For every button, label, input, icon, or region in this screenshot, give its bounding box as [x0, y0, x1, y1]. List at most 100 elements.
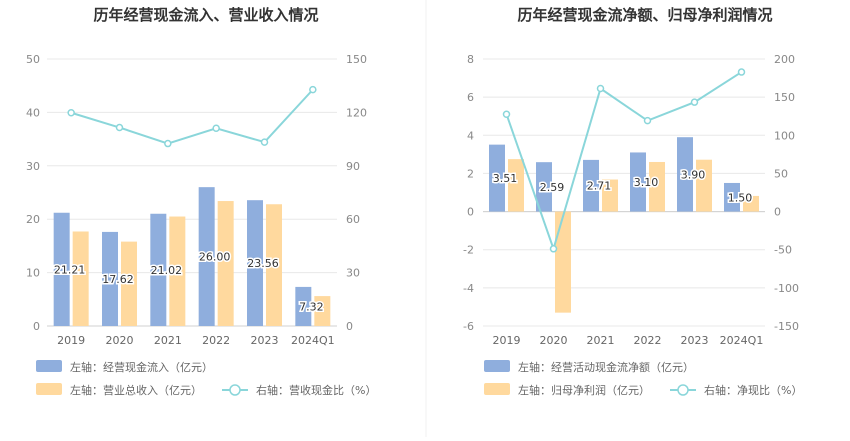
bar — [247, 200, 263, 326]
x-tick-label: 2021 — [154, 334, 182, 347]
line-point — [212, 124, 220, 132]
x-tick-label: 2023 — [681, 334, 709, 347]
y-left-tick-label: 40 — [26, 106, 40, 119]
line-point — [309, 85, 317, 94]
x-tick-label: 2023 — [251, 334, 279, 347]
bar — [295, 286, 312, 326]
legend-swatch — [36, 383, 62, 395]
y-right-tick-label: 0 — [774, 206, 781, 219]
bar-data-label: 21.21 — [54, 263, 86, 276]
chart-title: 历年经营现金流净额、归母净利润情况 — [517, 6, 772, 24]
chart-title: 历年经营现金流入、营业收入情况 — [93, 6, 318, 24]
legend-line-marker — [229, 384, 241, 396]
series-line — [70, 88, 314, 145]
bar-data-label: 21.02 — [151, 264, 183, 277]
x-tick-label: 2022 — [634, 334, 662, 347]
y-left-tick-label: -2 — [463, 244, 474, 257]
bar-data-label: 2.59 — [540, 181, 565, 194]
bar — [536, 162, 552, 212]
bar — [198, 187, 215, 326]
line-point — [549, 245, 558, 253]
y-right-tick-label: 100 — [774, 129, 795, 142]
legend-line-marker — [677, 384, 689, 396]
bar — [602, 179, 618, 212]
legend-label: 左轴：经营现金流入（亿元） — [70, 360, 213, 374]
y-right-tick-label: 150 — [774, 91, 795, 104]
bar — [630, 152, 646, 212]
y-left-tick-label: 4 — [467, 129, 474, 142]
bar — [266, 204, 282, 326]
bar — [489, 144, 505, 212]
y-left-tick-label: 10 — [26, 267, 40, 280]
series-line — [505, 71, 743, 253]
legend-label: 左轴：营业总收入（亿元） — [70, 383, 202, 397]
bar-data-label: 2.71 — [587, 180, 612, 193]
y-right-tick-label: -50 — [774, 244, 792, 257]
line-point — [737, 68, 746, 76]
bar-data-label: 7.32 — [299, 300, 324, 313]
y-left-tick-label: 2 — [467, 167, 474, 180]
x-tick-label: 2022 — [202, 334, 230, 347]
y-left-tick-label: 8 — [467, 53, 474, 66]
bar — [169, 216, 186, 326]
y-right-tick-label: 0 — [346, 320, 353, 333]
bar — [508, 159, 524, 212]
y-right-tick-label: 60 — [346, 213, 360, 226]
bar-data-label: 3.10 — [634, 176, 659, 189]
y-right-tick-label: 30 — [346, 267, 360, 280]
line-point — [67, 109, 75, 117]
bar — [217, 201, 234, 326]
bar — [583, 159, 599, 212]
y-left-tick-label: 30 — [26, 160, 40, 173]
y-right-tick-label: 150 — [346, 53, 367, 66]
legend-label: 右轴：净现比（%） — [704, 383, 802, 397]
y-right-tick-label: -150 — [774, 320, 799, 333]
line-point — [596, 84, 605, 93]
legend-swatch — [484, 383, 510, 395]
bar-data-label: 3.90 — [681, 168, 706, 181]
x-tick-label: 2024Q1 — [720, 334, 764, 347]
line-point — [260, 138, 269, 146]
x-tick-label: 2021 — [587, 334, 615, 347]
bar — [150, 213, 167, 326]
chart-net-cashflow-profit: 历年经营现金流净额、归母净利润情况 -6 -4 -2 0 2 4 6 8 -150 -100 -50 0… — [463, 6, 802, 397]
y-right-tick-label: 200 — [774, 53, 795, 66]
legend-label: 左轴：归母净利润（亿元） — [518, 383, 650, 397]
y-right-tick-label: 90 — [346, 160, 360, 173]
bar — [649, 161, 665, 212]
bar — [696, 159, 712, 212]
legend-label: 左轴：经营活动现金流净额（亿元） — [518, 360, 694, 374]
bar — [314, 296, 331, 326]
y-right-tick-label: 50 — [774, 167, 788, 180]
legend-swatch — [484, 360, 510, 372]
x-tick-label: 2020 — [106, 334, 134, 347]
line-point — [502, 110, 511, 118]
bar-data-label: 17.62 — [102, 273, 134, 286]
bar-data-label: 26.00 — [199, 251, 231, 264]
y-left-tick-label: 20 — [26, 213, 40, 226]
x-tick-label: 2024Q1 — [291, 334, 335, 347]
line-point — [690, 98, 699, 106]
y-left-tick-label: -6 — [463, 320, 474, 333]
y-left-tick-label: 0 — [467, 206, 474, 219]
y-right-tick-label: -100 — [774, 282, 799, 295]
line-point — [643, 116, 652, 125]
bar — [121, 241, 137, 326]
legend-swatch — [36, 360, 62, 372]
bar — [102, 231, 118, 326]
bar-data-label: 1.50 — [728, 191, 753, 204]
bar-data-label: 3.51 — [493, 172, 518, 185]
bar — [555, 211, 571, 313]
y-left-tick-label: 50 — [26, 53, 40, 66]
chart-cash-inflow-revenue: 历年经营现金流入、营业收入情况 0 10 20 30 40 50 0 30 60 90 120 150 2… — [26, 6, 376, 397]
y-left-tick-label: 0 — [33, 320, 40, 333]
x-tick-label: 2020 — [540, 334, 568, 347]
bar — [53, 212, 70, 326]
bar — [677, 137, 693, 212]
bar — [743, 195, 759, 212]
y-left-tick-label: 6 — [467, 91, 474, 104]
line-point — [164, 139, 172, 148]
x-tick-label: 2019 — [493, 334, 521, 347]
